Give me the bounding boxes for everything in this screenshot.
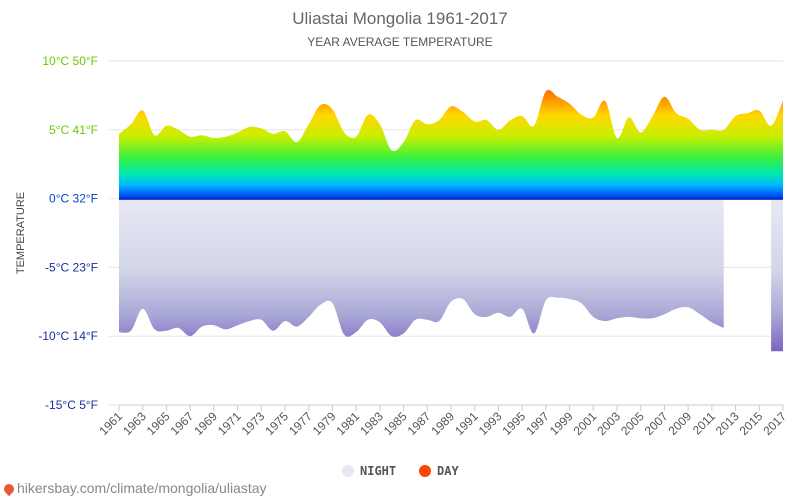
x-tick-label: 1983	[357, 409, 386, 438]
x-tick-label: 1975	[262, 409, 291, 438]
chart-title: Uliastai Mongolia 1961-2017	[292, 9, 507, 28]
x-tick-label: 1961	[96, 409, 125, 438]
x-tick-label: 1999	[547, 409, 576, 438]
x-tick-label: 2015	[737, 409, 766, 438]
legend-marker-day	[419, 465, 431, 477]
x-tick-label: 2009	[665, 409, 694, 438]
location-pin-icon	[1, 481, 17, 497]
area-night	[119, 198, 724, 337]
y-tick-label: 5°C 41°F	[49, 123, 98, 137]
x-tick-label: 1981	[333, 409, 362, 438]
y-axis-ticks: 10°C 50°F 5°C 41°F 0°C 32°F -5°C 23°F -10°C …	[38, 54, 98, 412]
plot-area	[119, 89, 783, 352]
area-night	[771, 198, 783, 352]
x-tick-label: 1977	[286, 409, 315, 438]
x-tick-label: 1967	[167, 409, 196, 438]
source-url: hikersbay.com/climate/mongolia/uliastay	[17, 480, 267, 496]
x-tick-label: 1987	[405, 409, 434, 438]
area-day	[119, 89, 783, 199]
y-tick-label: -10°C 14°F	[38, 329, 98, 343]
y-tick-label: 10°C 50°F	[42, 54, 98, 68]
x-tick-label: 1997	[523, 409, 552, 438]
legend-label-night: NIGHT	[360, 464, 396, 478]
y-tick-label: -5°C 23°F	[45, 260, 98, 274]
x-tick-label: 2013	[713, 409, 742, 438]
x-tick-label: 1965	[144, 409, 173, 438]
legend-marker-night	[342, 465, 354, 477]
legend-label-day: DAY	[437, 464, 459, 478]
x-tick-label: 1985	[381, 409, 410, 438]
x-tick-label: 2011	[690, 409, 718, 437]
x-tick-label: 1995	[499, 409, 528, 438]
x-axis: 1961196319651967196919711973197519771979…	[96, 404, 789, 438]
x-tick-label: 2005	[618, 409, 647, 438]
y-tick-label: 0°C 32°F	[49, 192, 98, 206]
y-tick-label: -15°C 5°F	[45, 398, 98, 412]
x-tick-label: 2007	[642, 409, 671, 438]
y-axis-label: TEMPERATURE	[15, 192, 27, 274]
x-tick-label: 1969	[191, 409, 220, 438]
x-tick-label: 1979	[310, 409, 339, 438]
x-tick-label: 1963	[120, 409, 149, 438]
legend-item-night[interactable]: NIGHT	[342, 464, 396, 478]
chart-subtitle: YEAR AVERAGE TEMPERATURE	[307, 35, 492, 49]
x-tick-label: 1973	[239, 409, 268, 438]
source-link[interactable]: hikersbay.com/climate/mongolia/uliastay	[1, 480, 267, 497]
x-tick-label: 2003	[594, 409, 623, 438]
x-tick-label: 1993	[476, 409, 505, 438]
x-tick-label: 2017	[760, 409, 789, 438]
legend-item-day[interactable]: DAY	[419, 464, 459, 478]
x-tick-label: 2001	[571, 409, 600, 438]
x-tick-label: 1991	[452, 409, 481, 438]
x-tick-label: 1971	[215, 409, 244, 438]
x-tick-label: 1989	[428, 409, 457, 438]
legend: NIGHT DAY	[342, 464, 459, 478]
